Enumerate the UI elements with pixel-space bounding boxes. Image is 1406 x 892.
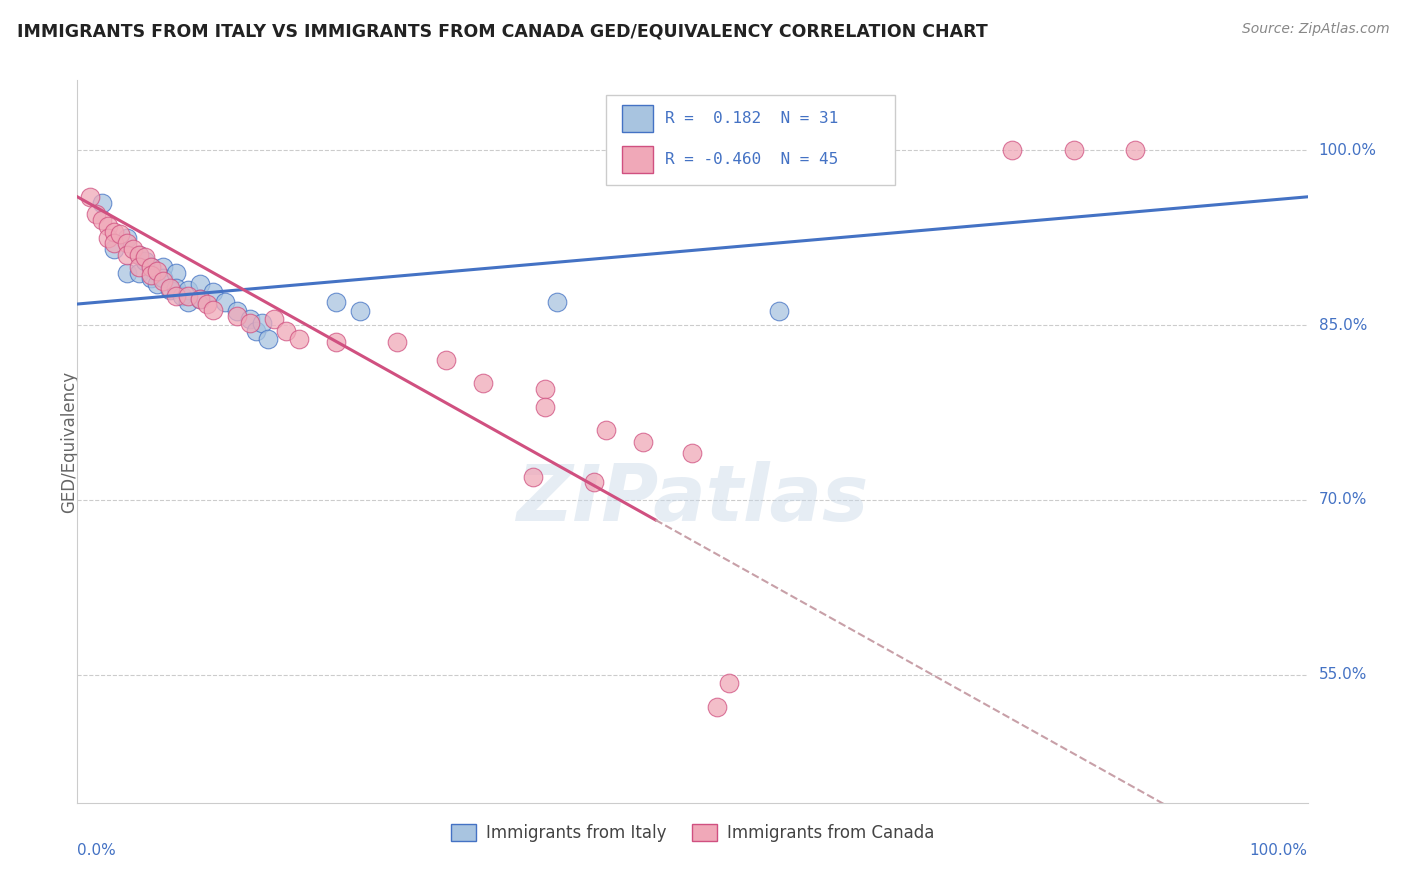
Point [165,281,187,295]
Point [534,400,557,414]
Point [79,190,101,204]
Point [472,376,495,391]
Point [226,309,249,323]
Point [103,242,125,256]
Point [152,274,174,288]
Point [385,335,409,350]
Point [84,207,107,221]
Text: 100.0%: 100.0% [1250,843,1308,857]
Point [159,281,181,295]
Point [188,277,212,292]
Point [436,353,458,368]
Point [239,312,262,326]
Point [152,260,174,274]
Text: ZIPatlas: ZIPatlas [516,461,869,537]
Point [718,675,741,690]
Point [103,236,125,251]
Point [128,248,150,262]
Point [134,254,156,268]
Point [522,469,544,483]
Point [146,264,169,278]
Point [263,312,285,326]
Point [188,293,212,307]
Point [165,289,187,303]
Point [546,294,568,309]
Point [115,248,138,262]
Point [177,294,200,309]
Point [276,324,298,338]
Text: 55.0%: 55.0% [1319,667,1367,682]
Text: 100.0%: 100.0% [1319,143,1376,158]
Point [128,266,150,280]
Point [325,294,347,309]
Point [141,260,163,274]
Point [583,475,606,490]
Point [349,304,371,318]
Text: Source: ZipAtlas.com: Source: ZipAtlas.com [1241,22,1389,37]
FancyBboxPatch shape [606,95,896,185]
Point [288,332,311,346]
Point [159,283,181,297]
Point [595,423,617,437]
Text: IMMIGRANTS FROM ITALY VS IMMIGRANTS FROM CANADA GED/EQUIVALENCY CORRELATION CHAR: IMMIGRANTS FROM ITALY VS IMMIGRANTS FROM… [17,22,987,40]
Point [141,260,163,274]
Point [165,266,187,280]
Point [121,242,143,256]
FancyBboxPatch shape [623,146,654,173]
Point [1063,143,1085,157]
Point [97,219,120,233]
Text: 0.0%: 0.0% [77,843,117,857]
Point [768,304,790,318]
Text: 85.0%: 85.0% [1319,318,1367,333]
Point [195,297,218,311]
Text: R =  0.182  N = 31: R = 0.182 N = 31 [665,112,838,126]
Point [115,230,138,244]
Text: R = -0.460  N = 45: R = -0.460 N = 45 [665,153,838,168]
Text: 70.0%: 70.0% [1319,492,1367,508]
Point [141,268,163,282]
Point [1125,143,1147,157]
Point [188,293,212,307]
Point [170,289,193,303]
Point [534,382,557,396]
Point [239,316,262,330]
Point [214,294,236,309]
Point [110,227,132,241]
Point [325,335,347,350]
Point [245,324,267,338]
Point [250,316,273,330]
Point [103,225,125,239]
Point [128,248,150,262]
Point [682,446,704,460]
Point [97,230,120,244]
Y-axis label: GED/Equivalency: GED/Equivalency [60,370,77,513]
Point [706,700,728,714]
Point [128,260,150,274]
Point [1001,143,1024,157]
Point [177,289,200,303]
Point [152,271,174,285]
Point [115,236,138,251]
Point [115,266,138,280]
Point [201,285,224,300]
Point [90,195,114,210]
Point [90,213,114,227]
Point [177,283,200,297]
Point [146,277,169,292]
Point [226,304,249,318]
Point [633,434,655,449]
Legend: Immigrants from Italy, Immigrants from Canada: Immigrants from Italy, Immigrants from C… [444,817,941,848]
FancyBboxPatch shape [623,105,654,132]
Point [201,302,224,317]
Point [141,271,163,285]
Point [257,332,280,346]
Point [134,251,156,265]
